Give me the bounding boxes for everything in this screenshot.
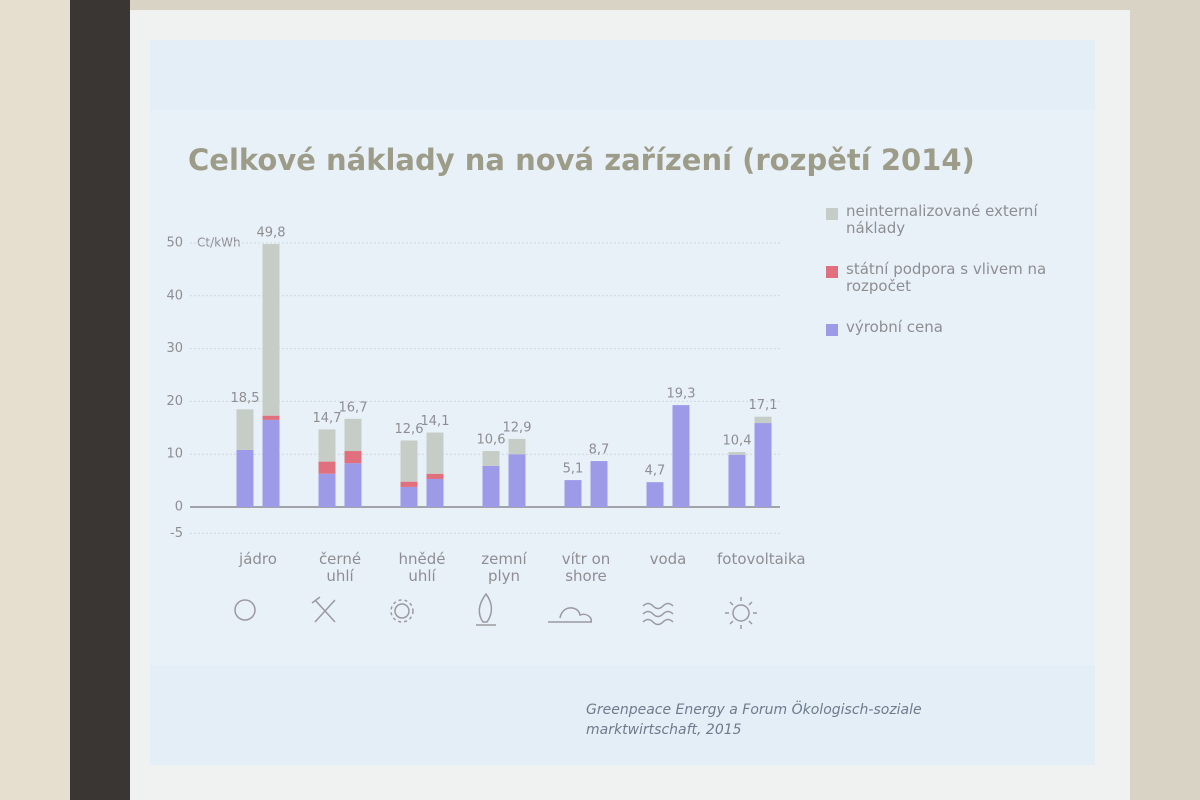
- legend-swatch: [826, 208, 838, 220]
- bar-segment: [426, 432, 444, 474]
- x-tick-label: černé uhlí: [318, 550, 362, 585]
- total-label: 12,6: [395, 422, 424, 437]
- bar-segment: [344, 463, 362, 507]
- x-tick-label: voda: [649, 550, 687, 568]
- screen-frame: [70, 0, 130, 800]
- bar-segment: [426, 479, 444, 507]
- total-label: 4,7: [645, 464, 666, 479]
- bar-segment: [344, 451, 362, 464]
- legend-label: neinternalizované externí náklady: [846, 202, 1038, 237]
- bar-segment: [262, 244, 280, 416]
- bar-segment: [262, 419, 280, 507]
- bar-segment: [564, 480, 582, 507]
- legend-swatch: [826, 266, 838, 278]
- bar-segment: [236, 449, 254, 507]
- total-label: 14,1: [421, 414, 450, 429]
- legend-label: výrobní cena: [846, 318, 943, 336]
- bar-segment: [318, 473, 336, 507]
- total-label: 12,9: [503, 420, 532, 435]
- source: Greenpeace Energy a Forum Ökologisch-soz…: [586, 702, 922, 738]
- bar-segment: [482, 465, 500, 507]
- bar-segment: [262, 415, 280, 420]
- bar-segment: [590, 461, 608, 507]
- bar-segment: [728, 452, 746, 455]
- bar-segment: [754, 416, 772, 424]
- total-label: 19,3: [667, 387, 696, 402]
- x-tick-label: jádro: [239, 550, 277, 568]
- x-tick-label: vítr on shore: [561, 550, 611, 585]
- bar-segment: [236, 409, 254, 450]
- bar-segment: [728, 454, 746, 507]
- y-tick-label: 0: [175, 500, 183, 515]
- y-tick-label: 10: [166, 447, 183, 462]
- x-tick-label: zemní plyn: [481, 550, 527, 585]
- y-tick-label: 50: [166, 236, 183, 251]
- total-label: 10,4: [723, 434, 752, 449]
- total-label: 18,5: [231, 391, 260, 406]
- wall: [0, 0, 70, 800]
- bar-segment: [344, 418, 362, 452]
- y-tick-label: -5: [170, 526, 183, 541]
- y-tick-label: 40: [166, 288, 183, 303]
- legend-label: státní podpora s vlivem na rozpočet: [846, 260, 1047, 295]
- bar-segment: [318, 461, 336, 474]
- total-label: 17,1: [749, 398, 778, 413]
- bar-segment: [508, 438, 526, 455]
- total-label: 5,1: [563, 462, 584, 477]
- bar-segment: [754, 423, 772, 507]
- slide-panel: [150, 110, 1095, 665]
- legend-swatch: [826, 324, 838, 336]
- total-label: 10,6: [477, 433, 506, 448]
- bar-segment: [482, 451, 500, 466]
- chart-title: Celkové náklady na nová zařízení (rozpět…: [188, 143, 975, 177]
- total-label: 49,8: [257, 226, 286, 241]
- bar-segment: [318, 429, 336, 462]
- bar-segment: [400, 486, 418, 507]
- total-label: 8,7: [589, 443, 610, 458]
- x-tick-label: fotovoltaika: [717, 550, 806, 568]
- bar-segment: [672, 405, 690, 507]
- total-label: 16,7: [339, 400, 368, 415]
- bar-segment: [646, 482, 664, 507]
- bar-segment: [400, 481, 418, 487]
- bar-segment: [426, 473, 444, 480]
- y-tick-label: 20: [166, 394, 183, 409]
- icons: [234, 592, 757, 629]
- y-tick-label: 30: [166, 341, 183, 356]
- bar-segment: [400, 440, 418, 482]
- x-tick-label: hnědé uhlí: [398, 550, 446, 585]
- bar-segment: [508, 454, 526, 507]
- total-label: 14,7: [313, 411, 342, 426]
